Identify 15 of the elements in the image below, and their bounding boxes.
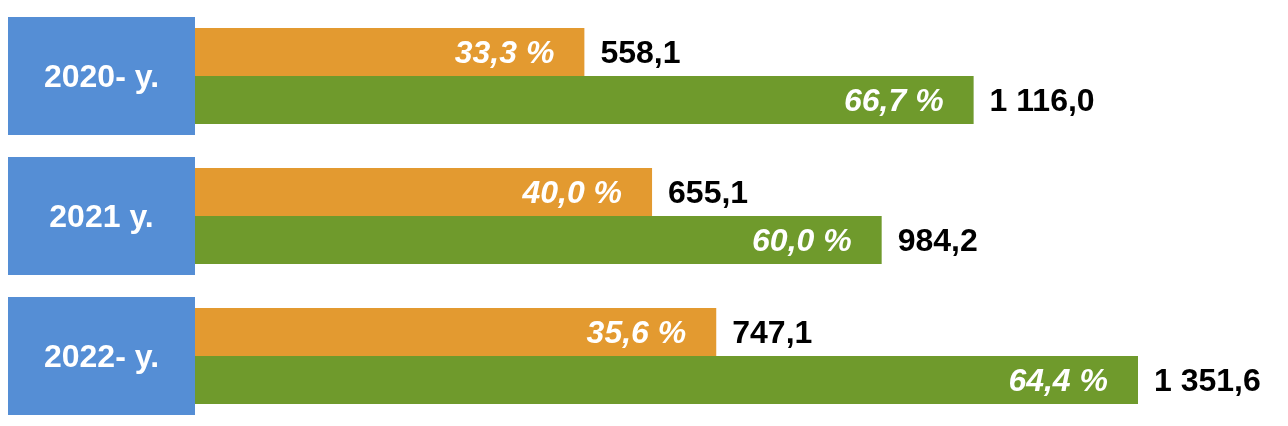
annotation: 66,7 %: [844, 82, 944, 118]
annotation: 40,0 %: [521, 174, 623, 210]
y-tick-label: 2020- y.: [43, 58, 160, 94]
data-label: 747,1: [732, 314, 813, 350]
annotation: 64,4 %: [1008, 362, 1108, 398]
annotation: 60,0 %: [752, 222, 852, 258]
data-label: 984,2: [897, 222, 978, 258]
annotation: 35,6 %: [586, 314, 687, 350]
data-label: 1 351,6: [1154, 362, 1261, 398]
annotation: 33,3 %: [454, 34, 555, 70]
data-label: 558,1: [600, 34, 681, 70]
data-label: 655,1: [668, 174, 749, 210]
y-tick-label: 2022- y.: [43, 338, 160, 374]
y-tick-label: 2021 y.: [49, 198, 154, 234]
data-label: 1 116,0: [989, 82, 1095, 118]
